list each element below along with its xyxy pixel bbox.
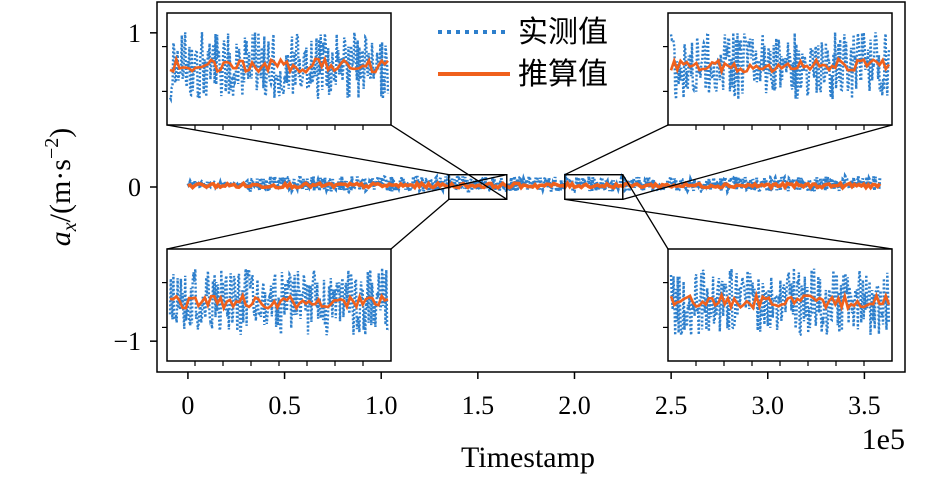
series-estimated-line: [187, 179, 882, 191]
x-tick-label: 0: [181, 391, 194, 420]
connector-line: [622, 124, 893, 200]
connector-line: [390, 124, 508, 200]
inset-connector-lines: [166, 124, 893, 250]
inset-series-measured: [168, 32, 390, 104]
inset-bottom-right: [663, 248, 893, 366]
zoom-region-bottom-right: [564, 174, 624, 200]
series-measured-line: [186, 171, 882, 198]
y-axis-title-superscript: −2: [41, 138, 63, 159]
x-tick-label: 2.0: [558, 391, 591, 420]
main-data-layer: [186, 171, 882, 198]
connector-line: [564, 124, 669, 176]
inset-series-measured: [669, 28, 891, 100]
legend-label-measured: 实测值: [518, 15, 608, 50]
inset-axes-layer: [162, 12, 893, 366]
y-axis-title: ax/(m·s−2): [41, 128, 81, 247]
y-tick-label: 1: [128, 19, 141, 48]
y-axis-title-subscript: x: [59, 222, 81, 232]
inset-series-estimated: [669, 290, 891, 312]
x-tick-label: 1.5: [462, 391, 495, 420]
y-axis-ticks: 1 0 −1: [113, 19, 157, 356]
x-tick-label: 1.0: [365, 391, 398, 420]
legend-label-estimated: 推算值: [518, 57, 608, 92]
y-tick-label: 0: [128, 173, 141, 202]
x-tick-label: 0.5: [268, 391, 301, 420]
x-axis-offset-label: 1e5: [862, 423, 905, 456]
inset-series-estimated: [169, 54, 389, 75]
x-tick-label: 3.5: [848, 391, 881, 420]
y-axis-title-symbol: a: [44, 231, 77, 246]
y-axis-title-close: ): [44, 128, 77, 138]
x-tick-label: 3.0: [752, 391, 785, 420]
inset-bottom-left: [162, 248, 392, 366]
inset-top-left: [162, 12, 392, 130]
legend: 实测值 推算值: [438, 15, 608, 92]
connector-line: [166, 174, 507, 250]
inset-series-estimated: [669, 56, 891, 76]
x-tick-label: 2.5: [655, 391, 688, 420]
connector-line: [166, 124, 449, 176]
x-axis-ticks: 0 0.5 1.0 1.5 2.0 2.5 3.0 3.5: [181, 372, 881, 420]
inset-series-measured: [669, 268, 891, 337]
inset-series-estimated: [169, 291, 389, 312]
y-axis-title-unit: /(m·s: [44, 159, 77, 222]
inset-top-right: [663, 12, 893, 130]
x-axis-title: Timestamp: [461, 441, 595, 474]
y-tick-label: −1: [113, 327, 141, 356]
connector-line: [564, 198, 893, 250]
connector-line: [390, 198, 450, 250]
